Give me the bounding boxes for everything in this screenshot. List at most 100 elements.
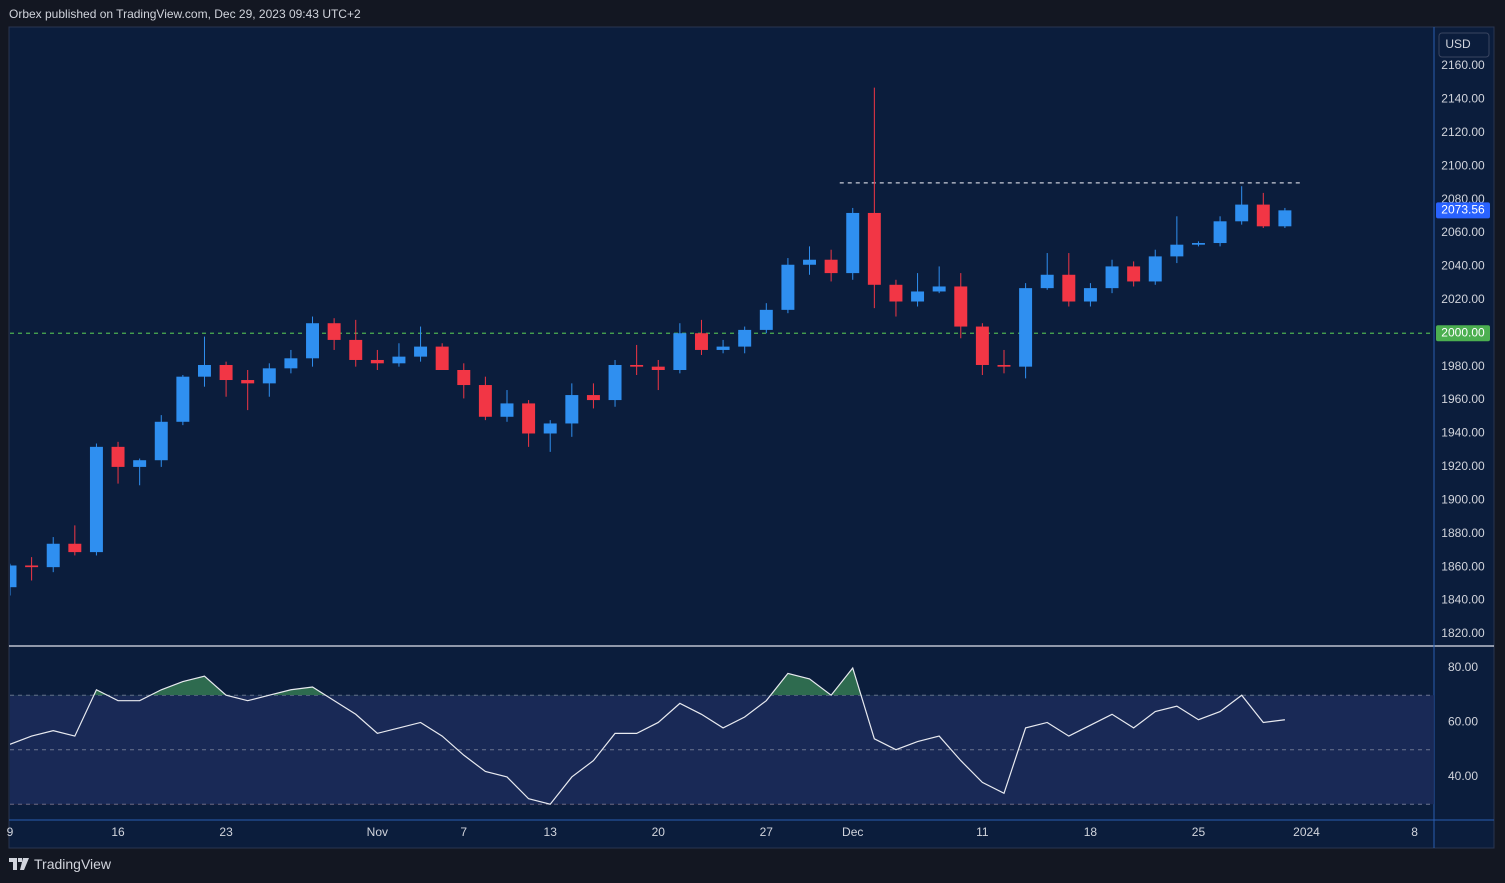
candle-body bbox=[500, 403, 514, 417]
candle-body bbox=[241, 380, 255, 384]
footer: TradingView bbox=[9, 856, 111, 872]
candle-body bbox=[349, 339, 363, 360]
candle-body bbox=[630, 364, 644, 367]
candle-body bbox=[25, 565, 39, 568]
price-tag-label: 2073.56 bbox=[1441, 203, 1485, 217]
x-tick-label: 18 bbox=[1084, 825, 1098, 839]
y-tick-label: 2040.00 bbox=[1441, 259, 1485, 273]
candle-body bbox=[10, 565, 17, 588]
y-tick-label: 1920.00 bbox=[1441, 459, 1485, 473]
rsi-tick-label: 40.00 bbox=[1448, 769, 1478, 783]
candle-body bbox=[867, 212, 881, 285]
x-tick-label: Dec bbox=[842, 825, 863, 839]
price-tag bbox=[1436, 325, 1490, 342]
y-tick-label: 1880.00 bbox=[1441, 526, 1485, 540]
y-tick-label: 1980.00 bbox=[1441, 359, 1485, 373]
candle-body bbox=[392, 356, 406, 364]
candle-body bbox=[306, 323, 320, 359]
candle-body bbox=[1213, 221, 1227, 244]
candle-body bbox=[1127, 266, 1141, 282]
price-tag bbox=[1436, 202, 1490, 219]
y-tick-label: 1900.00 bbox=[1441, 492, 1485, 506]
candle-body bbox=[759, 309, 773, 330]
candle-body bbox=[133, 460, 147, 467]
y-tick-label: 2120.00 bbox=[1441, 125, 1485, 139]
brand-name: TradingView bbox=[34, 856, 112, 872]
y-tick-label: 1960.00 bbox=[1441, 392, 1485, 406]
candle-body bbox=[1019, 288, 1033, 367]
candle-body bbox=[1256, 204, 1270, 227]
x-tick-label: 23 bbox=[219, 825, 233, 839]
y-tick-label: 2140.00 bbox=[1441, 92, 1485, 106]
candle-body bbox=[435, 346, 449, 370]
candle-body bbox=[111, 446, 125, 467]
y-tick-label: 2020.00 bbox=[1441, 292, 1485, 306]
candle-body bbox=[1170, 244, 1184, 257]
publisher-line: Orbex published on TradingView.com, Dec … bbox=[9, 7, 361, 21]
x-tick-label: 20 bbox=[652, 825, 666, 839]
y-tick-label: 1820.00 bbox=[1441, 626, 1485, 640]
candle-body bbox=[694, 333, 708, 350]
rsi-pane bbox=[10, 666, 1434, 805]
candle-body bbox=[716, 346, 730, 350]
candle-body bbox=[284, 358, 298, 369]
y-tick-label: 1940.00 bbox=[1441, 426, 1485, 440]
candle-body bbox=[478, 385, 492, 417]
candle-body bbox=[1278, 210, 1292, 227]
x-tick-label: 9 bbox=[7, 825, 14, 839]
candle-body bbox=[889, 284, 903, 302]
candle-body bbox=[176, 376, 190, 422]
price-pane bbox=[10, 87, 1434, 596]
x-tick-label: 27 bbox=[760, 825, 774, 839]
brand-logo bbox=[9, 858, 29, 870]
candle-body bbox=[262, 368, 276, 384]
candle-body bbox=[738, 329, 752, 347]
x-tick-label: 25 bbox=[1192, 825, 1206, 839]
candle-body bbox=[954, 286, 968, 327]
x-tick-label: 11 bbox=[976, 825, 989, 839]
y-tick-label: 2100.00 bbox=[1441, 158, 1485, 172]
x-tick-label: 2024 bbox=[1293, 825, 1320, 839]
candle-body bbox=[673, 333, 687, 370]
currency-button[interactable] bbox=[1438, 32, 1490, 58]
candle-body bbox=[154, 421, 168, 461]
rsi-tick-label: 80.00 bbox=[1448, 660, 1478, 674]
candle-body bbox=[219, 364, 233, 381]
price-tag-label: 2000.00 bbox=[1441, 325, 1485, 339]
x-tick-label: Nov bbox=[367, 825, 388, 839]
candle-body bbox=[997, 364, 1011, 367]
candle-body bbox=[68, 543, 82, 553]
rsi-tick-label: 60.00 bbox=[1448, 715, 1478, 729]
candle-body bbox=[46, 543, 60, 568]
candle-body bbox=[608, 364, 622, 401]
y-tick-label: 2160.00 bbox=[1441, 58, 1485, 72]
candle-body bbox=[824, 259, 838, 274]
candle-body bbox=[522, 403, 536, 434]
candle-body bbox=[586, 395, 600, 401]
candle-body bbox=[803, 259, 816, 265]
candle-body bbox=[781, 264, 795, 310]
candle-body bbox=[911, 291, 925, 302]
x-tick-label: 7 bbox=[460, 825, 467, 839]
candle-body bbox=[932, 286, 946, 292]
candle-body bbox=[975, 326, 989, 365]
candle-body bbox=[1105, 266, 1119, 289]
y-tick-label: 1860.00 bbox=[1441, 559, 1485, 573]
candle-body bbox=[846, 212, 860, 274]
y-tick-label: 2060.00 bbox=[1441, 225, 1485, 239]
candle-body bbox=[1062, 274, 1076, 302]
x-tick-label: 13 bbox=[544, 825, 558, 839]
rsi-line bbox=[10, 666, 1285, 805]
candle-body bbox=[1040, 274, 1054, 289]
y-tick-label: 1840.00 bbox=[1441, 593, 1485, 607]
candle-body bbox=[565, 395, 579, 424]
candle-body bbox=[327, 323, 341, 340]
candle-body bbox=[1191, 243, 1205, 245]
candle-body bbox=[1235, 204, 1249, 222]
candle-body bbox=[197, 364, 211, 377]
y-tick-label: 2080.00 bbox=[1441, 192, 1485, 206]
axes: 9 16 23 Nov 7 13 20 27 Dec 11 18 25 2024 8 1820.00 1840… bbox=[7, 58, 1490, 839]
candle-body bbox=[370, 359, 384, 364]
